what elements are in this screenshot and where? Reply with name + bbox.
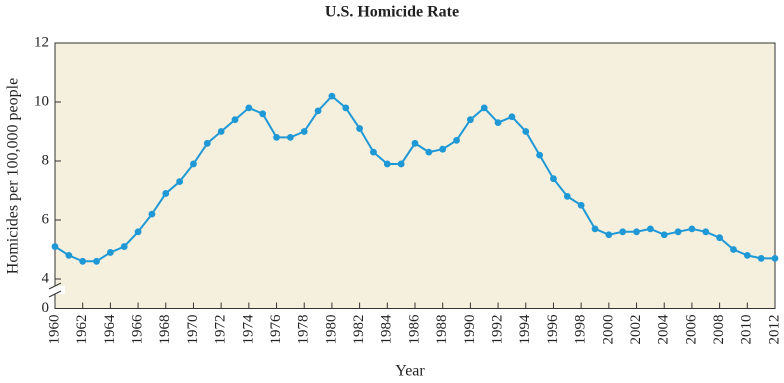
break-gap (45, 286, 65, 294)
data-point (757, 254, 765, 262)
data-point (591, 225, 599, 233)
data-point (605, 231, 613, 239)
data-point (190, 160, 197, 168)
plot-area (54, 42, 776, 309)
data-point (646, 225, 654, 233)
x-tick-label: 1988 (434, 315, 450, 345)
data-point (563, 193, 571, 200)
data-point (466, 116, 474, 124)
data-point (120, 243, 128, 250)
data-point (65, 252, 73, 259)
data-point (383, 160, 391, 168)
x-tick-label: 1996 (545, 314, 561, 345)
x-tick-label: 1980 (323, 315, 339, 345)
y-tick-label: 0 (42, 300, 50, 316)
x-tick-label: 2010 (739, 315, 755, 345)
x-tick-label: 1976 (268, 314, 284, 345)
y-tick-label: 4 (42, 270, 50, 286)
x-tick-label: 1986 (406, 314, 422, 345)
x-tick-label: 1984 (379, 314, 395, 345)
data-point (550, 175, 557, 183)
chart-title: U.S. Homicide Rate (325, 4, 459, 21)
data-point (577, 201, 585, 209)
data-point (162, 190, 170, 197)
y-tick-label: 10 (34, 93, 49, 109)
y-axis-label: Homicides per 100,000 people (5, 78, 22, 274)
data-point (328, 92, 336, 100)
data-point (370, 148, 377, 156)
break-mark (48, 290, 62, 298)
data-point (453, 136, 460, 144)
data-point (508, 113, 516, 121)
x-tick-label: 1982 (351, 315, 367, 345)
data-point (480, 104, 488, 112)
x-tick-label: 1998 (573, 315, 589, 345)
x-tick-label: 1972 (213, 315, 229, 345)
data-point (688, 225, 696, 233)
data-point (286, 134, 294, 141)
x-tick-label: 1990 (462, 315, 478, 345)
data-point (730, 246, 737, 253)
data-point (217, 128, 225, 135)
x-tick-label: 2004 (656, 314, 672, 345)
data-point (439, 145, 447, 153)
x-tick-label: 2002 (628, 315, 644, 345)
x-tick-label: 2012 (766, 315, 782, 345)
data-point (771, 254, 779, 262)
data-point (51, 243, 59, 250)
data-point (522, 128, 530, 135)
data-point (203, 139, 211, 147)
data-point (231, 116, 239, 124)
x-tick-label: 1970 (185, 315, 201, 345)
data-point (633, 228, 640, 236)
data-point (425, 148, 433, 156)
data-point (619, 228, 627, 236)
data-point (93, 257, 100, 265)
data-point (397, 160, 405, 168)
y-tick-label: 6 (42, 211, 50, 227)
data-point (259, 110, 267, 118)
data-point (342, 104, 350, 112)
x-axis-label: Year (395, 363, 425, 380)
data-point (79, 257, 87, 265)
x-tick-label: 1960 (46, 315, 62, 345)
x-tick-label: 2000 (600, 315, 616, 345)
x-tick-label: 1992 (490, 314, 506, 344)
data-point (660, 231, 668, 239)
x-tick-label: 1994 (517, 314, 533, 345)
x-tick-label: 1968 (157, 315, 173, 345)
y-tick-label: 8 (42, 152, 50, 168)
data-point (273, 134, 280, 141)
x-tick-label: 1966 (130, 314, 146, 345)
y-tick-label: 12 (34, 34, 49, 50)
data-point (245, 104, 253, 112)
data-point (356, 125, 364, 132)
data-point (702, 228, 710, 236)
x-tick-label: 1962 (74, 315, 90, 345)
x-tick-label: 1974 (240, 314, 256, 345)
x-tick-label: 2006 (683, 314, 699, 345)
axis-break (45, 282, 65, 298)
x-tick-label: 2008 (711, 315, 727, 345)
data-point (314, 107, 322, 115)
data-point (536, 151, 544, 159)
data-point (176, 178, 184, 186)
data-point (106, 249, 114, 256)
data-point (148, 210, 156, 218)
data-point (674, 228, 682, 236)
x-tick-label: 1978 (296, 315, 312, 345)
data-point (716, 234, 724, 242)
data-point (411, 139, 419, 147)
data-point (494, 119, 502, 127)
break-mark (48, 282, 62, 290)
x-tick-label: 1964 (102, 314, 118, 345)
data-point (743, 252, 751, 259)
data-point (300, 128, 308, 135)
data-point (134, 228, 142, 236)
